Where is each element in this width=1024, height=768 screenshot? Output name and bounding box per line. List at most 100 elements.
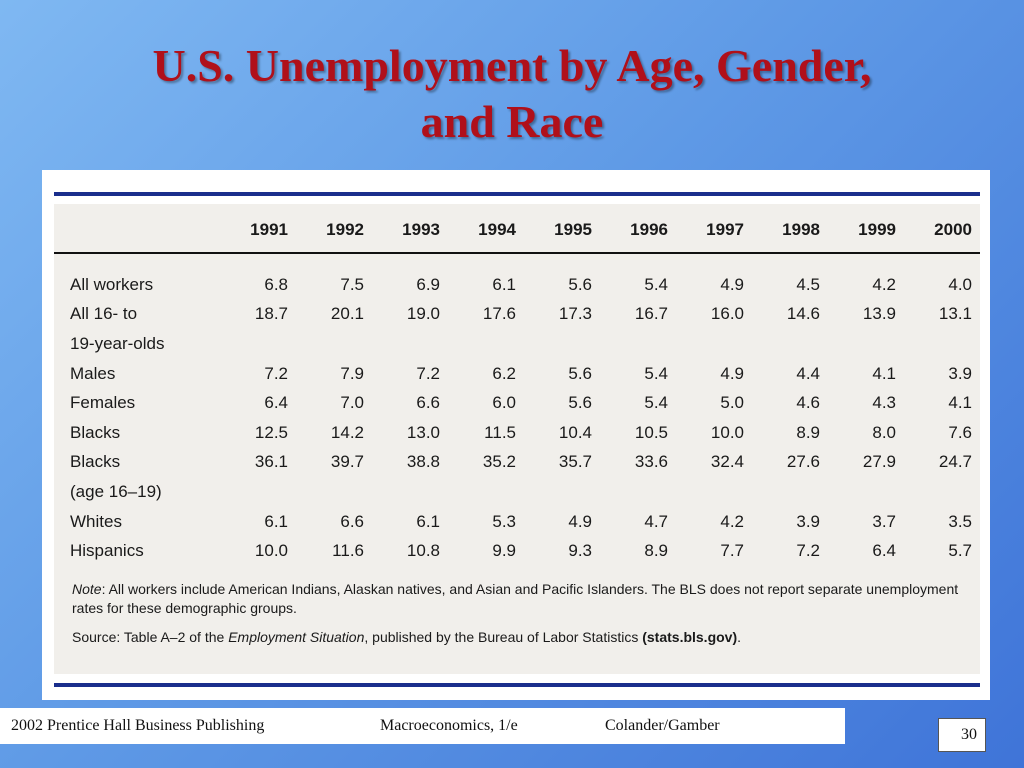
- table-row: Blacks 12.5 14.2 13.0 11.5 10.4 10.5 10.0 8.9 8.0…: [70, 418, 972, 448]
- table-cell: 4.3: [872, 393, 896, 413]
- table-cell: 5.4: [644, 274, 668, 294]
- table-cell: 5.4: [644, 393, 668, 413]
- footer-book: Macroeconomics, 1/e: [380, 717, 518, 734]
- table-cell: 7.2: [796, 541, 820, 561]
- table-cell: 6.0: [492, 393, 516, 413]
- slide-title-line-1: U.S. Unemployment by Age, Gender,: [152, 40, 872, 91]
- table-cell: 19.0: [406, 304, 440, 324]
- table-cell: 6.2: [492, 363, 516, 383]
- table-cell: 5.6: [568, 363, 592, 383]
- table-cell: 32.4: [710, 452, 744, 472]
- table-cell: 6.9: [416, 274, 440, 294]
- table-cell: 10.0: [254, 541, 288, 561]
- table-cell: 3.7: [872, 511, 896, 531]
- table-cell: [896, 477, 972, 507]
- table-cell: 13.0: [406, 422, 440, 442]
- table-cell: [288, 477, 364, 507]
- table-cell: 4.5: [796, 274, 820, 294]
- table-cell: 8.0: [872, 422, 896, 442]
- table-body: All workers 6.8 7.5 6.9 6.1 5.6 5.4 4.9 4.5 4.2 4.…: [70, 256, 972, 566]
- table-cell: 13.1: [938, 304, 972, 324]
- table-cell: [364, 477, 440, 507]
- table-cell: [212, 329, 288, 359]
- year-header: 1995: [554, 220, 592, 239]
- row-label: Hispanics: [70, 541, 144, 561]
- table-cell: [744, 477, 820, 507]
- table-cell: 4.9: [720, 274, 744, 294]
- table-row: (age 16–19): [70, 477, 972, 507]
- row-label: Males: [70, 363, 116, 383]
- table-cell: 17.6: [482, 304, 516, 324]
- table-row: 19-year-olds: [70, 329, 972, 359]
- table-cell: 6.4: [264, 393, 288, 413]
- table-cell: 3.9: [796, 511, 820, 531]
- table-cell: 35.7: [558, 452, 592, 472]
- table-cell: [516, 329, 592, 359]
- source-link: (stats.bls.gov): [642, 629, 738, 645]
- year-header: 1997: [706, 220, 744, 239]
- table-cell: 18.7: [254, 304, 288, 324]
- table-panel: 1991 1992 1993 1994 1995 1996 1997 1998 …: [42, 170, 990, 700]
- source-end: .: [737, 629, 742, 645]
- table-area: 1991 1992 1993 1994 1995 1996 1997 1998 …: [54, 204, 980, 674]
- table-cell: 5.4: [644, 363, 668, 383]
- table-cell: 10.5: [634, 422, 668, 442]
- table-cell: 4.0: [948, 274, 972, 294]
- table-cell: 5.6: [568, 393, 592, 413]
- table-cell: 5.7: [948, 541, 972, 561]
- page-number: 30: [938, 718, 986, 752]
- table-cell: 5.3: [492, 511, 516, 531]
- table-cell: [820, 477, 896, 507]
- year-header: 1992: [326, 220, 364, 239]
- year-header: 1994: [478, 220, 516, 239]
- year-header: 1991: [250, 220, 288, 239]
- header-row: 1991 1992 1993 1994 1995 1996 1997 1998 …: [70, 218, 972, 256]
- table-cell: 5.6: [568, 274, 592, 294]
- table-cell: [212, 477, 288, 507]
- table-cell: 10.4: [558, 422, 592, 442]
- table-cell: 3.9: [948, 363, 972, 383]
- year-header: 1993: [402, 220, 440, 239]
- table-row: Blacks 36.1 39.7 38.8 35.2 35.7 33.6 32.4 27.6 27…: [70, 448, 972, 478]
- table-cell: [516, 477, 592, 507]
- row-label: All workers: [70, 274, 154, 294]
- top-rule: [54, 192, 980, 196]
- row-label: 19-year-olds: [70, 333, 165, 353]
- table-cell: [668, 477, 744, 507]
- table-cell: 39.7: [330, 452, 364, 472]
- table-cell: 27.9: [862, 452, 896, 472]
- table-cell: 4.9: [568, 511, 592, 531]
- table-cell: [288, 329, 364, 359]
- year-header: 1998: [782, 220, 820, 239]
- source-prefix: Source: Table A–2 of the: [72, 629, 229, 645]
- source-title: Employment Situation: [228, 629, 365, 645]
- note-paragraph: Note: All workers include American India…: [72, 580, 972, 618]
- table-cell: 14.2: [330, 422, 364, 442]
- table-cell: 11.5: [484, 422, 516, 442]
- table-cell: 33.6: [634, 452, 668, 472]
- table-cell: 7.5: [340, 274, 364, 294]
- table-cell: 27.6: [786, 452, 820, 472]
- table-cell: 4.6: [796, 393, 820, 413]
- table-cell: [896, 329, 972, 359]
- table-cell: 35.2: [482, 452, 516, 472]
- table-row: Males 7.2 7.9 7.2 6.2 5.6 5.4 4.9 4.4 4.1 3.9: [70, 359, 972, 389]
- table-cell: 9.3: [568, 541, 592, 561]
- row-label: Whites: [70, 511, 122, 531]
- table-cell: 6.1: [492, 274, 516, 294]
- table-cell: 16.7: [634, 304, 668, 324]
- table-cell: 4.2: [872, 274, 896, 294]
- table-cell: [744, 329, 820, 359]
- source-middle: , published by the Bureau of Labor Stati…: [364, 629, 643, 645]
- slide-title-line-2: and Race: [420, 96, 604, 147]
- table-cell: 5.0: [720, 393, 744, 413]
- table-cell: 8.9: [644, 541, 668, 561]
- table-cell: [440, 477, 516, 507]
- table-cell: 6.8: [264, 274, 288, 294]
- row-label: (age 16–19): [70, 481, 162, 501]
- table-cell: 3.5: [948, 511, 972, 531]
- year-header: 2000: [934, 220, 972, 239]
- table-row: All 16- to 18.7 20.1 19.0 17.6 17.3 16.7 16.0 14…: [70, 300, 972, 330]
- table-cell: 4.1: [872, 363, 896, 383]
- table-cell: 12.5: [254, 422, 288, 442]
